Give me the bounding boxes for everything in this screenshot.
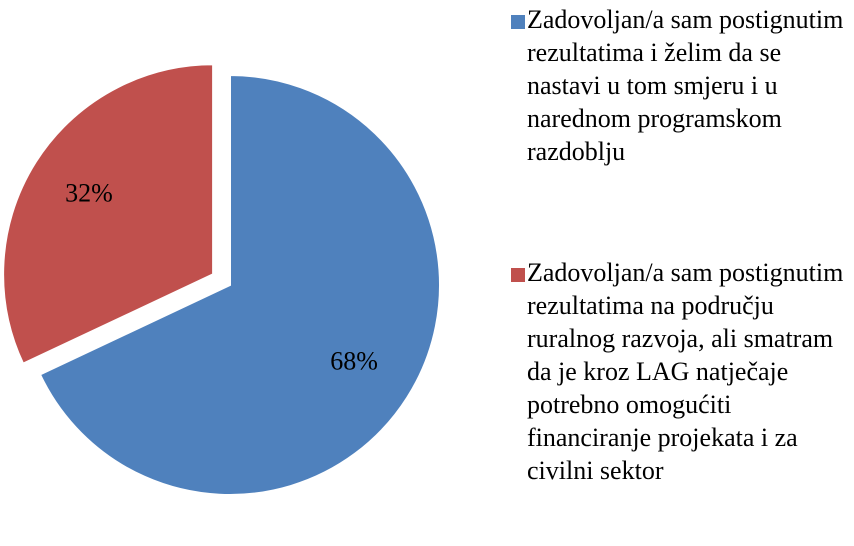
pie-slice bbox=[2, 63, 215, 366]
legend-swatch bbox=[511, 15, 525, 29]
legend-swatch bbox=[511, 268, 525, 282]
pie: 68% 32% bbox=[2, 63, 441, 496]
data-label: 68% bbox=[330, 347, 378, 376]
legend: Zadovoljan/a sam postignutim rezultatima… bbox=[511, 5, 850, 485]
legend-label: Zadovoljan/a sam postignutim rezultatima… bbox=[527, 5, 850, 166]
legend-label: Zadovoljan/a sam postignutim rezultatima… bbox=[527, 258, 850, 485]
pie-slice bbox=[38, 73, 441, 496]
data-label: 32% bbox=[65, 178, 113, 207]
